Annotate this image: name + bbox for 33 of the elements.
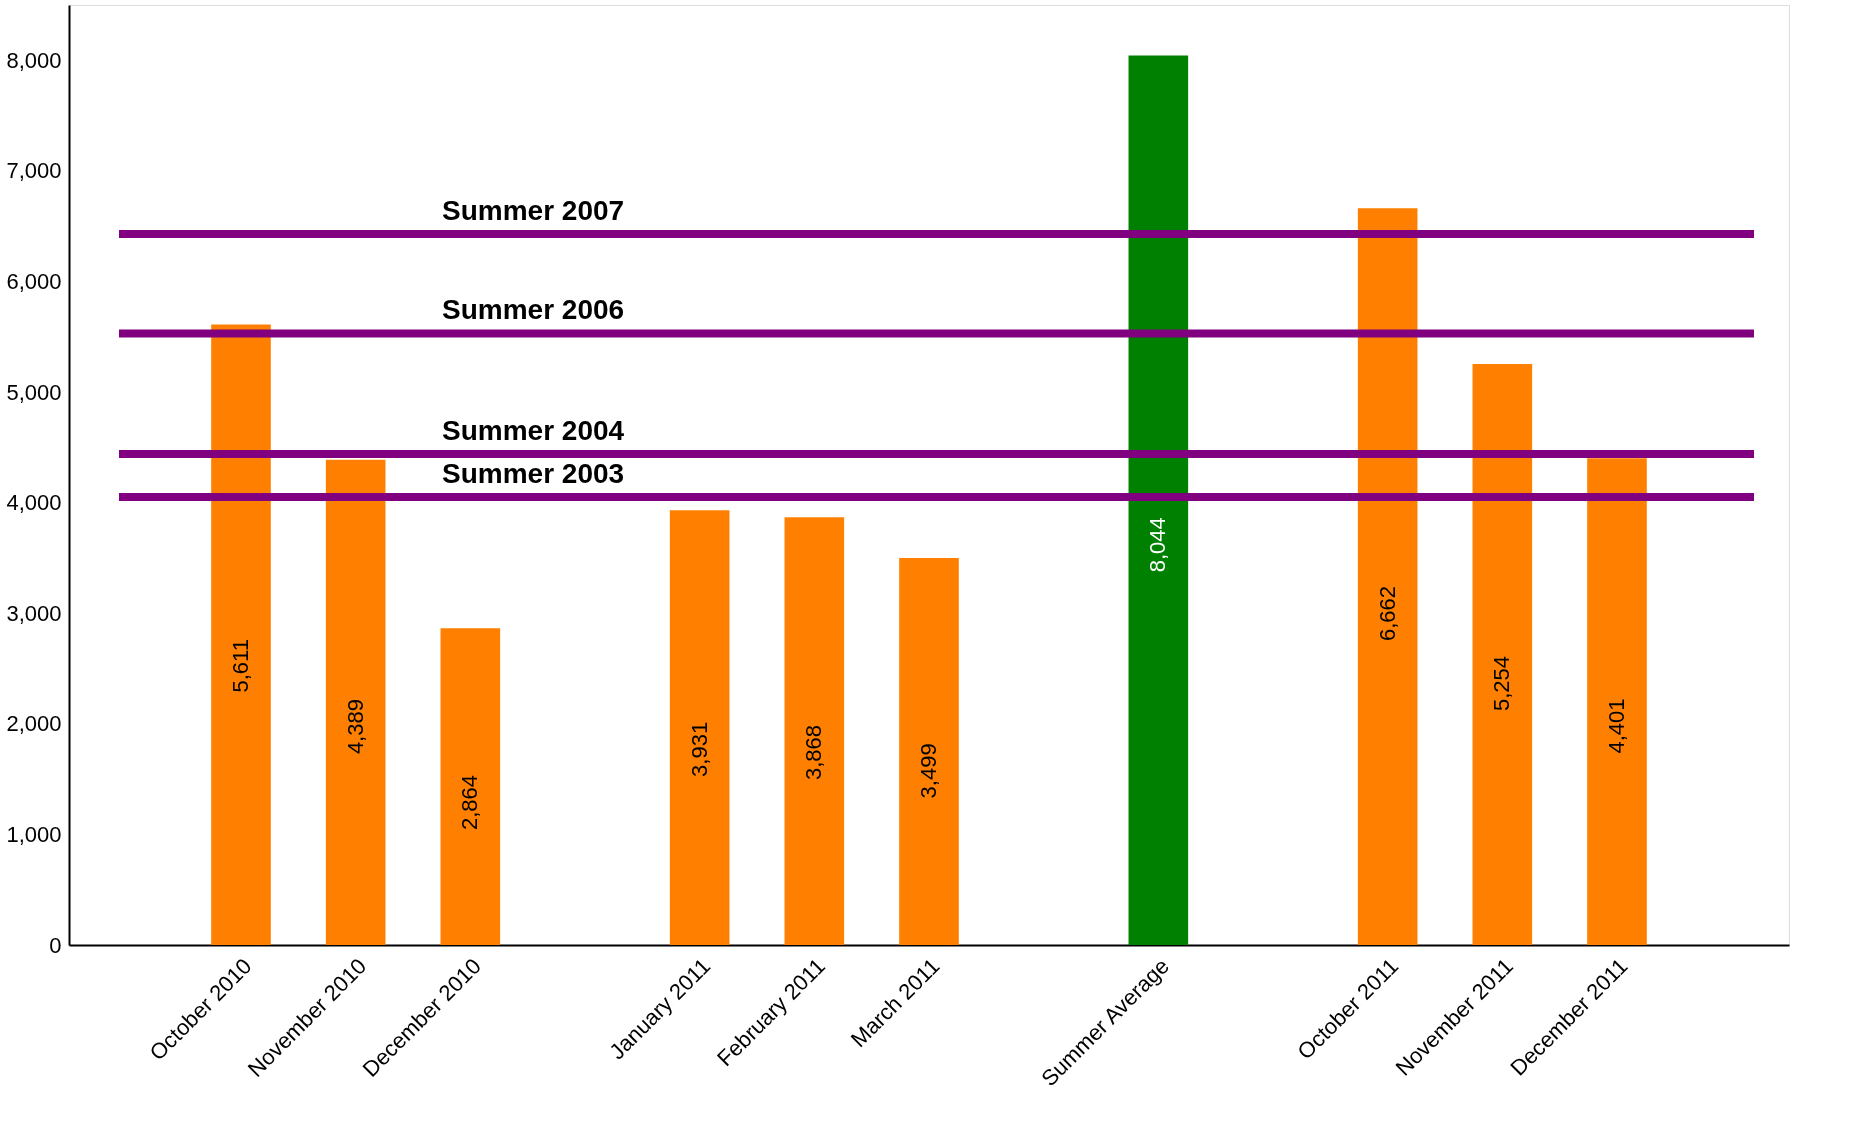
y-tick-label: 0 <box>49 932 62 958</box>
data-label: 4,389 <box>342 699 368 755</box>
data-label: 3,499 <box>916 743 941 799</box>
bar <box>669 510 730 945</box>
bar <box>1472 363 1533 945</box>
bar <box>211 324 271 945</box>
y-tick-label: 1,000 <box>6 821 62 847</box>
data-label: 3,931 <box>686 721 712 777</box>
bar <box>325 459 386 945</box>
y-tick-label: 2,000 <box>6 711 62 737</box>
y-tick-label: 4,000 <box>6 490 62 516</box>
bar <box>440 628 501 945</box>
data-label: 4,401 <box>1604 698 1629 754</box>
bar <box>784 517 845 945</box>
ref-line-label: Summer 2003 <box>442 458 625 490</box>
y-tick-label: 3,000 <box>6 600 62 626</box>
y-tick-label: 6,000 <box>6 268 62 294</box>
y-tick-label: 8,000 <box>6 47 62 73</box>
bar <box>1128 55 1189 945</box>
data-label: 2,864 <box>457 774 483 831</box>
data-label: 6,662 <box>1374 585 1400 641</box>
ref-line-label: Summer 2006 <box>442 294 625 326</box>
data-label: 3,868 <box>801 724 827 781</box>
bar <box>899 558 959 945</box>
data-label: 5,611 <box>228 639 253 693</box>
data-label: 5,254 <box>1489 656 1515 712</box>
y-tick-label: 5,000 <box>6 379 62 405</box>
bar <box>1357 208 1418 945</box>
ref-line-label: Summer 2007 <box>442 194 625 226</box>
bar <box>1587 458 1647 945</box>
data-label: 8,044 <box>1145 517 1171 573</box>
ref-line-label: Summer 2004 <box>442 414 625 446</box>
y-tick-label: 7,000 <box>6 158 62 184</box>
